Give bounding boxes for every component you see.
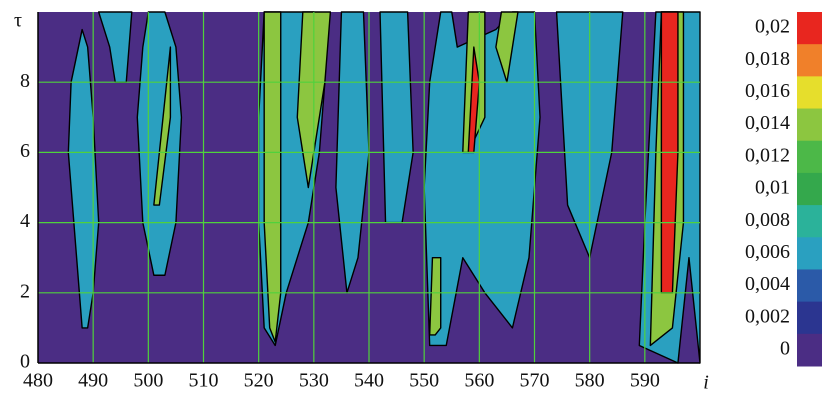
y-tick-label: 6 <box>20 140 30 162</box>
x-tick-label: 530 <box>299 370 329 392</box>
x-tick-label: 490 <box>78 370 108 392</box>
x-tick-label: 540 <box>354 370 384 392</box>
colorbar-swatch <box>797 172 822 206</box>
colorbar-label: 0,012 <box>745 144 790 166</box>
x-tick-label: 570 <box>520 370 550 392</box>
colorbar-label: 0,004 <box>745 273 790 295</box>
x-axis-label: i <box>703 372 709 394</box>
colorbar-swatch <box>797 301 822 335</box>
colorbar-swatch <box>797 44 822 77</box>
colorbar-swatch <box>797 237 822 270</box>
colorbar-label: 0,01 <box>755 177 790 199</box>
colorbar-label: 0,016 <box>745 80 790 102</box>
colorbar-label: 0,018 <box>745 48 790 70</box>
colorbar-swatch <box>797 12 822 45</box>
colorbar-swatch <box>797 333 822 367</box>
colorbar-swatch <box>797 108 822 142</box>
contour-region <box>428 257 442 336</box>
colorbar-label: 0 <box>780 338 790 360</box>
x-tick-label: 520 <box>244 370 274 392</box>
colorbar-label: 0,006 <box>745 241 790 263</box>
y-axis-label: τ <box>14 10 22 32</box>
x-tick-label: 500 <box>133 370 163 392</box>
x-tick-label: 560 <box>464 370 494 392</box>
x-tick-label: 480 <box>23 370 53 392</box>
x-tick-label: 510 <box>189 370 219 392</box>
y-tick-label: 4 <box>20 210 30 232</box>
colorbar-swatch <box>797 76 822 110</box>
x-tick-label: 550 <box>409 370 439 392</box>
y-tick-label: 2 <box>20 280 30 302</box>
colorbar-label: 0,014 <box>745 112 790 134</box>
contour-region <box>423 11 541 347</box>
colorbar-label: 0,002 <box>745 305 790 327</box>
colorbar-label: 0,02 <box>755 16 790 38</box>
colorbar-swatch <box>797 205 822 238</box>
colorbar-swatch <box>797 269 822 303</box>
colorbar-swatch <box>797 140 822 174</box>
contour-region <box>495 11 519 83</box>
y-tick-label: 8 <box>20 70 30 92</box>
y-tick-label: 0 <box>20 351 30 373</box>
colorbar-label: 0,008 <box>745 209 790 231</box>
contour-region <box>67 28 100 329</box>
x-tick-label: 590 <box>630 370 660 392</box>
x-tick-label: 580 <box>575 370 605 392</box>
